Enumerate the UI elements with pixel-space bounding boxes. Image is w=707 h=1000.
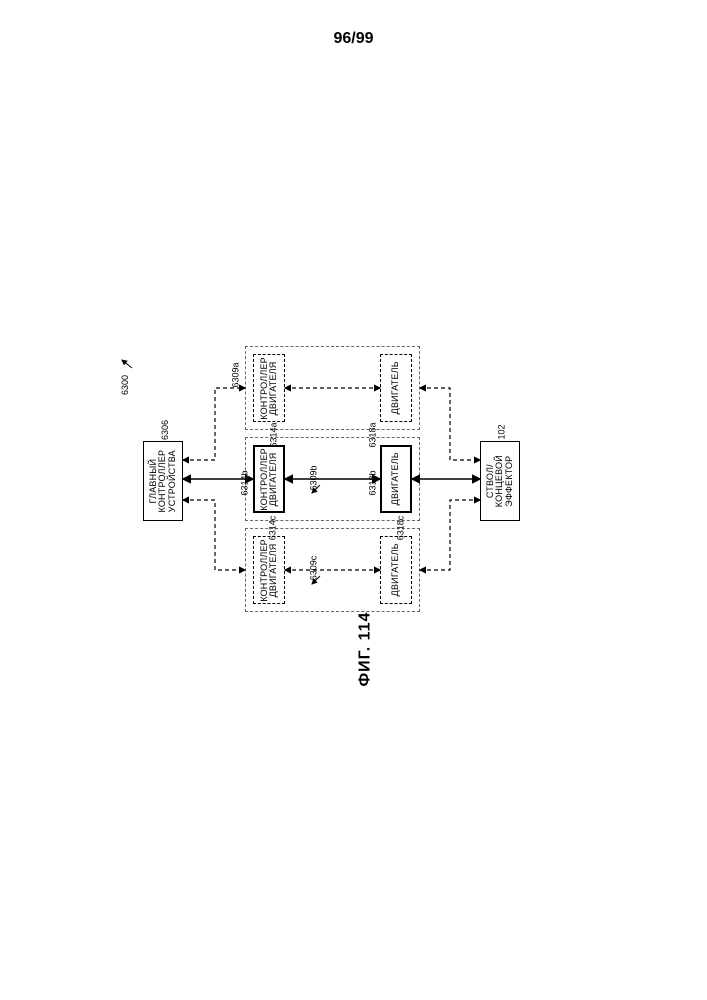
ref-6318b: 6318b	[368, 470, 378, 495]
ref-102: 102	[497, 424, 507, 439]
motor-b-text: ДВИГАТЕЛЬ	[391, 452, 400, 505]
motor-controller-a: КОНТРОЛЛЕРДВИГАТЕЛЯ	[253, 354, 285, 422]
ref-6309c: 6309c	[308, 556, 318, 581]
ref-6314b: 6314b	[240, 470, 250, 495]
ref-6300: 6300	[120, 375, 130, 395]
motor-c: ДВИГАТЕЛЬ	[380, 536, 412, 604]
motor-controller-a-text: КОНТРОЛЛЕРДВИГАТЕЛЯ	[260, 357, 279, 420]
motor-controller-b-text: КОНТРОЛЛЕРДВИГАТЕЛЯ	[260, 448, 279, 511]
ref-6314c: 6314c	[267, 516, 277, 541]
main-controller-block: ГЛАВНЫЙКОНТРОЛЛЕРУСТРОЙСТВА	[143, 441, 183, 521]
ref-6318c: 6318c	[395, 516, 405, 541]
ref-6318a: 6318a	[368, 422, 378, 447]
motor-a-text: ДВИГАТЕЛЬ	[391, 361, 400, 414]
ref-6314a: 6314a	[269, 422, 279, 447]
effector-text: СТВОЛ/КОНЦЕВОЙЭФФЕКТОР	[486, 455, 514, 507]
ref-6309b: 6309b	[309, 465, 319, 490]
motor-a: ДВИГАТЕЛЬ	[380, 354, 412, 422]
ref-6309a: 6309a	[231, 362, 241, 387]
diagram-stage: 96/99 ГЛАВНЫЙКОНТРОЛЛЕРУСТРОЙСТВА СТВОЛ/…	[0, 0, 707, 1000]
motor-controller-c-text: КОНТРОЛЛЕРДВИГАТЕЛЯ	[260, 539, 279, 602]
motor-c-text: ДВИГАТЕЛЬ	[391, 543, 400, 596]
effector-block: СТВОЛ/КОНЦЕВОЙЭФФЕКТОР	[480, 441, 520, 521]
page-number: 96/99	[0, 30, 707, 48]
motor-controller-b: КОНТРОЛЛЕРДВИГАТЕЛЯ	[253, 445, 285, 513]
main-controller-text: ГЛАВНЫЙКОНТРОЛЛЕРУСТРОЙСТВА	[149, 450, 177, 513]
ref-6306: 6306	[160, 420, 170, 440]
motor-b: ДВИГАТЕЛЬ	[380, 445, 412, 513]
motor-controller-c: КОНТРОЛЛЕРДВИГАТЕЛЯ	[253, 536, 285, 604]
figure-label: ФИГ. 114	[356, 612, 374, 687]
